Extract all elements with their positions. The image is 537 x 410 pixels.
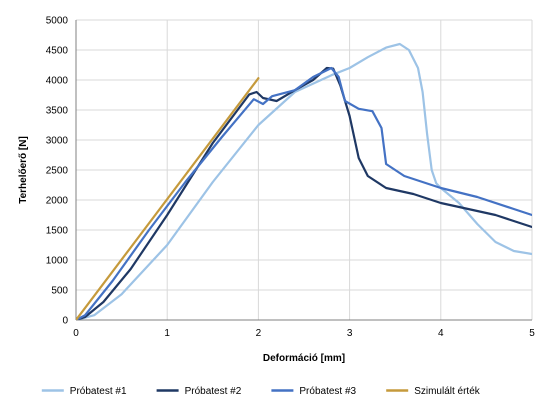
y-tick-label: 3500	[46, 106, 69, 117]
y-tick-label: 3000	[46, 136, 69, 147]
x-tick-label: 4	[438, 328, 444, 339]
y-tick-label: 2500	[46, 166, 69, 177]
legend-label: Próbatest #2	[185, 386, 242, 397]
y-tick-label: 1000	[46, 256, 69, 267]
y-tick-label: 5000	[46, 16, 69, 27]
legend-label: Szimulált érték	[414, 386, 481, 397]
x-tick-label: 2	[256, 328, 262, 339]
gridlines	[76, 19, 533, 320]
y-tick-label: 4500	[46, 46, 69, 57]
x-tick-label: 0	[73, 328, 79, 339]
legend: Próbatest #1 Próbatest #2 Próbatest #3 Szim…	[41, 386, 481, 397]
series-lines	[76, 42, 532, 320]
y-tick-label: 4000	[46, 76, 69, 87]
x-tick-label: 1	[164, 328, 170, 339]
tick-labels: 0 500 1000 1500 2000 2500 3000 3500 4000 4500 5000…	[46, 16, 535, 340]
legend-label: Próbatest #3	[299, 386, 356, 397]
x-axis-title: Deformáció [mm]	[263, 353, 345, 364]
y-tick-label: 0	[62, 316, 68, 327]
series-line-4	[76, 77, 260, 320]
x-tick-label: 3	[347, 328, 353, 339]
x-tick-label: 5	[529, 328, 535, 339]
legend-label: Próbatest #1	[70, 386, 127, 397]
y-axis-title: Terhelőerő [N]	[18, 136, 29, 204]
y-tick-label: 500	[51, 286, 68, 297]
series-line-1	[76, 42, 532, 320]
series-line-3	[76, 66, 532, 320]
y-tick-label: 2000	[46, 196, 69, 207]
axes	[75, 20, 532, 321]
y-tick-label: 1500	[46, 226, 69, 237]
